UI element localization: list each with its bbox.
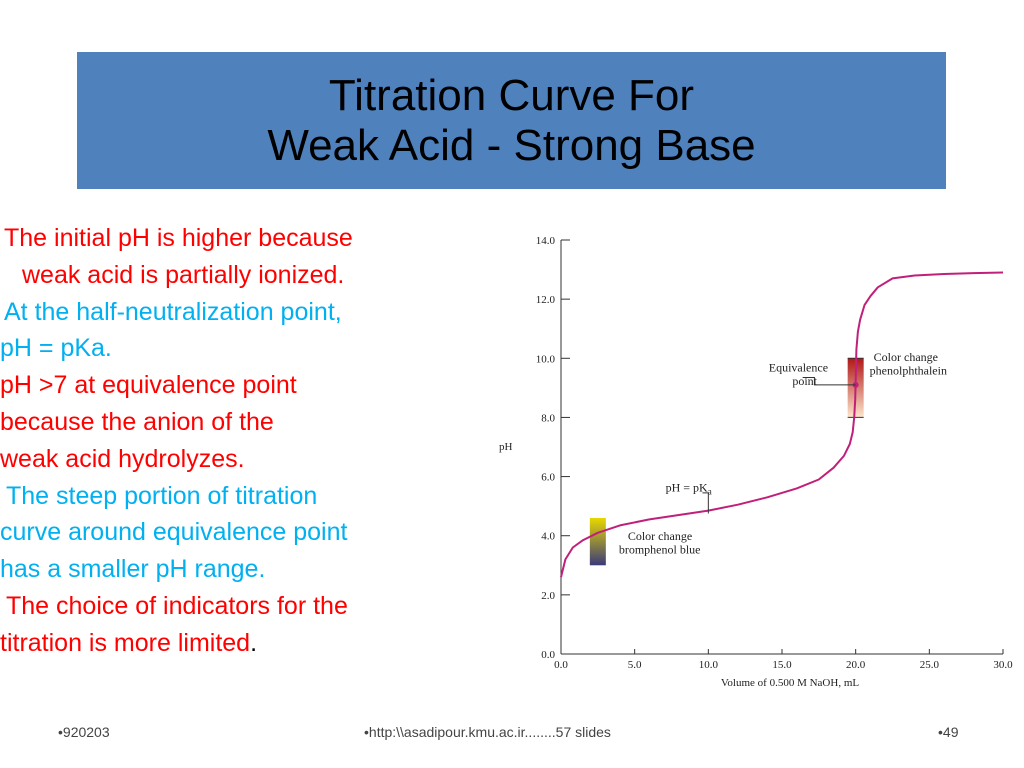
pka-leader-line: [702, 492, 709, 514]
bromphenol-label-line-2: bromphenol blue: [619, 542, 701, 556]
y-tick-label: 14.0: [536, 235, 556, 247]
bullet-text: The choice of indicators for the: [6, 591, 348, 620]
phenolphthalein-label-line-2: phenolphthalein: [870, 364, 947, 378]
bullet-2-line-1: At the half-neutralization point,: [0, 294, 500, 331]
y-tick-label: 2.0: [541, 590, 555, 602]
bullet-4-line-3: has a smaller pH range.: [0, 551, 500, 588]
bullet-text: has a smaller pH range.: [0, 555, 266, 584]
bullet-3-line-3: weak acid hydrolyzes.: [0, 441, 500, 478]
x-tick-label: 0.0: [554, 659, 568, 671]
titration-chart: 0.0 2.0 4.0 6.0 8.0 10.0 12.0 14.0 0.0 5.0 10.0 15.…: [490, 222, 1024, 698]
x-tick-label: 25.0: [920, 659, 940, 671]
indicator-bar-1: [589, 517, 606, 566]
bullet-list: The initial pH is higher because weak aci…: [0, 220, 500, 662]
bullet-3-line-2: because the anion of the: [0, 404, 500, 441]
bullet-text: weak acid hydrolyzes.: [0, 444, 245, 473]
slide-title-line-2: Weak Acid - Strong Base: [267, 120, 756, 170]
slide-title-line-1: Titration Curve For: [328, 70, 695, 120]
slide-title-box: Titration Curve For Weak Acid - Strong B…: [77, 52, 946, 189]
x-tick-label: 15.0: [772, 659, 792, 671]
bullet-text: The steep portion of titration: [6, 481, 318, 510]
titration-chart-svg: 0.0 2.0 4.0 6.0 8.0 10.0 12.0 14.0 0.0 5.0 10.0 15.…: [499, 235, 1013, 689]
footer-source: •http:\\asadipour.kmu.ac.ir........57 sl…: [364, 724, 611, 740]
x-tick-label: 5.0: [628, 659, 642, 671]
equivalence-label-line-2: point: [792, 374, 817, 388]
y-tick-label: 4.0: [541, 531, 555, 543]
bromphenol-label-line-1: Color change: [628, 529, 692, 543]
footer-date: •920203: [58, 724, 110, 740]
x-axis-label: Volume of 0.500 M NaOH, mL: [721, 677, 859, 689]
bullet-text: pH = pKa.: [0, 334, 112, 363]
equivalence-leader-line: [802, 377, 856, 386]
bullet-text: At the half-neutralization point,: [4, 297, 342, 326]
bullet-text: weak acid is partially ionized.: [22, 260, 345, 289]
bullet-suffix: .: [250, 628, 258, 657]
bullet-text: pH >7 at equivalence point: [0, 371, 297, 400]
y-tick-label: 10.0: [536, 353, 556, 365]
bullet-1-line-1: The initial pH is higher because: [0, 220, 500, 257]
bullet-text: curve around equivalence point: [0, 518, 348, 547]
bullet-3-line-1: pH >7 at equivalence point: [0, 367, 500, 404]
bullet-text: titration is more limited: [0, 628, 251, 657]
bullet-1-line-2: weak acid is partially ionized.: [0, 257, 500, 294]
x-tick-label: 10.0: [699, 659, 719, 671]
pka-label: pH = pKa: [666, 480, 712, 496]
y-axis-label: pH: [499, 441, 513, 453]
x-tick-label: 30.0: [993, 659, 1013, 671]
bullet-4-line-2: curve around equivalence point: [0, 514, 500, 551]
phenolphthalein-label-line-1: Color change: [874, 350, 938, 364]
y-tick-label: 6.0: [541, 472, 555, 484]
y-tick-label: 8.0: [541, 412, 555, 424]
x-tick-label: 20.0: [846, 659, 866, 671]
y-tick-label: 12.0: [536, 294, 556, 306]
footer-slide-number: •49: [938, 724, 959, 740]
bullet-2-line-2: pH = pKa.: [0, 330, 500, 367]
bullet-text: The initial pH is higher because: [4, 224, 353, 252]
bullet-4-line-1: The steep portion of titration: [0, 478, 500, 515]
bullet-text: because the anion of the: [0, 407, 274, 436]
bullet-5-line-1: The choice of indicators for the: [0, 588, 500, 625]
titration-curve: [560, 271, 1004, 578]
y-tick-label: 0.0: [541, 649, 555, 661]
equivalence-label-line-1: Equivalence: [769, 361, 828, 375]
bullet-5-line-2: titration is more limited.: [0, 625, 500, 662]
